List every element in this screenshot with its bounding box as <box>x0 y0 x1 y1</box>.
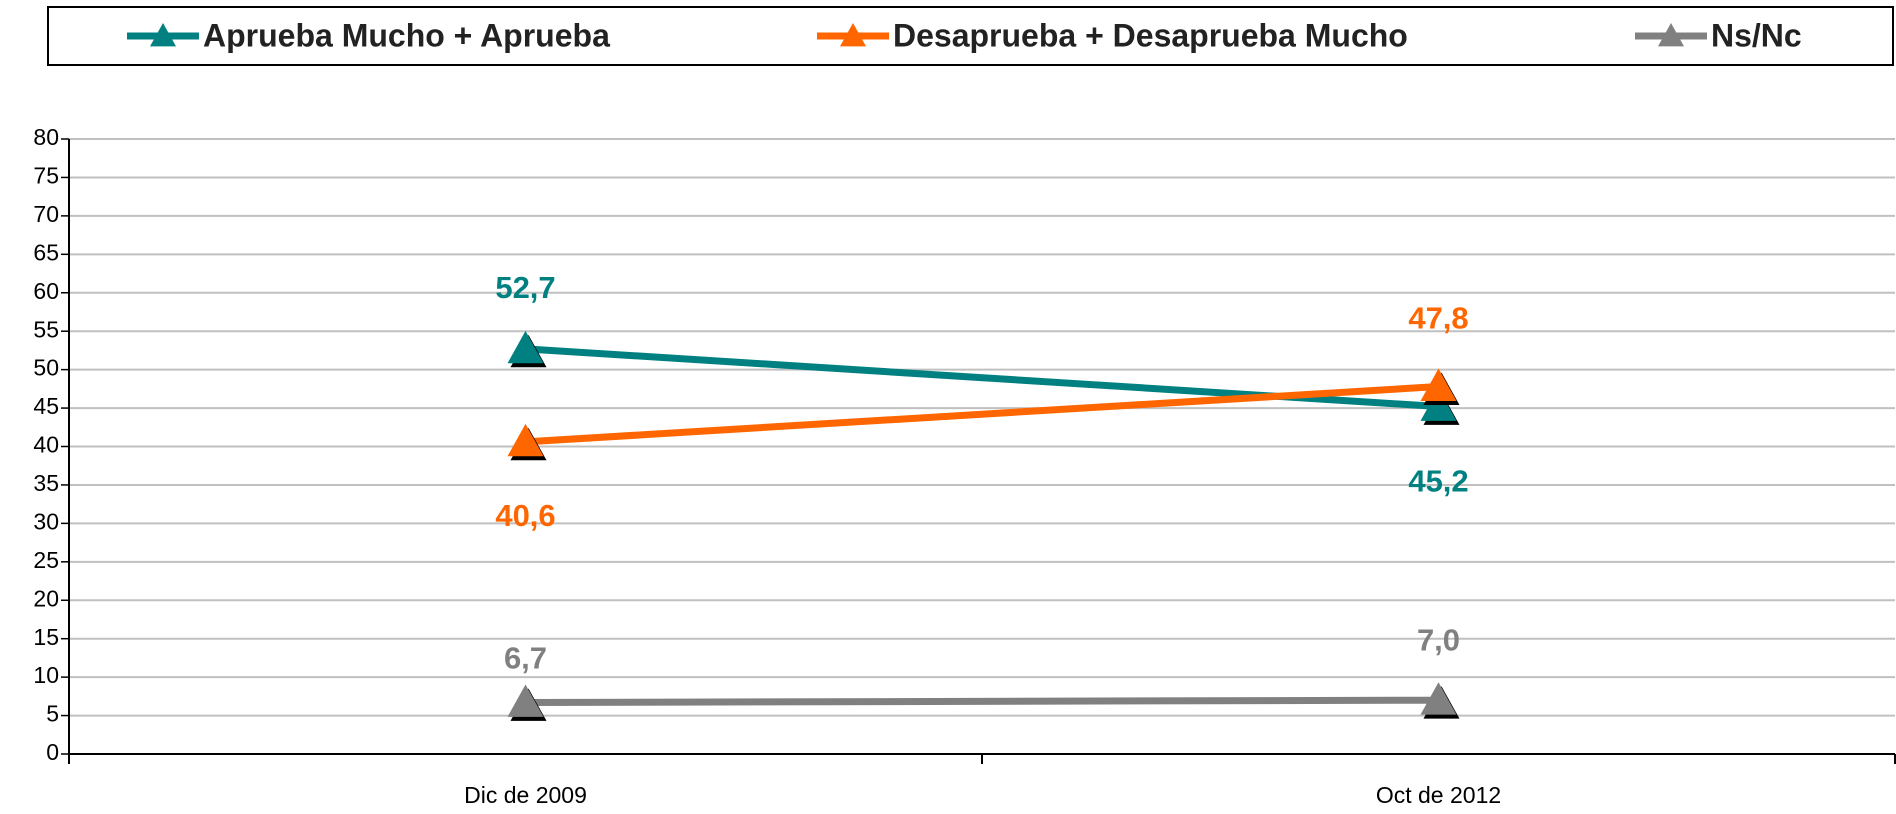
y-tick-label: 10 <box>33 662 59 688</box>
y-tick-label: 25 <box>33 547 59 573</box>
y-tick-label: 50 <box>33 355 59 381</box>
y-tick-label: 5 <box>46 701 59 727</box>
y-tick-label: 80 <box>33 124 59 150</box>
y-tick-label: 15 <box>33 624 59 650</box>
marker <box>507 684 544 717</box>
legend-label: Desaprueba + Desaprueba Mucho <box>893 17 1408 53</box>
value-label: 7,0 <box>1417 622 1460 657</box>
legend-marker <box>840 23 866 47</box>
y-tick-label: 35 <box>33 470 59 496</box>
value-label: 52,7 <box>495 270 555 305</box>
series-line <box>525 383 1439 446</box>
legend-marker <box>150 23 176 47</box>
marker <box>507 330 544 364</box>
y-tick-label: 0 <box>46 739 59 765</box>
x-tick-label: Oct de 2012 <box>1376 782 1501 808</box>
legend-label: Aprueba Mucho + Aprueba <box>203 17 610 53</box>
value-label: 45,2 <box>1408 464 1468 499</box>
y-tick-label: 65 <box>33 239 59 265</box>
legend-label: Ns/Nc <box>1711 17 1802 53</box>
value-label: 40,6 <box>495 498 555 533</box>
legend-marker <box>1658 23 1684 47</box>
value-label: 47,8 <box>1408 301 1468 336</box>
x-tick-label: Dic de 2009 <box>464 782 587 808</box>
marker <box>507 423 544 457</box>
y-tick-label: 30 <box>33 508 59 534</box>
y-tick-label: 40 <box>33 432 59 458</box>
value-label: 6,7 <box>504 641 547 676</box>
y-tick-label: 45 <box>33 393 59 419</box>
marker <box>1420 368 1457 401</box>
y-tick-label: 75 <box>33 163 59 189</box>
marker <box>1420 682 1457 715</box>
y-tick-label: 20 <box>33 585 59 611</box>
y-tick-label: 55 <box>33 316 59 342</box>
y-tick-label: 70 <box>33 201 59 227</box>
series-line <box>525 696 1439 706</box>
y-tick-label: 60 <box>33 278 59 304</box>
legend-box <box>47 6 1894 66</box>
